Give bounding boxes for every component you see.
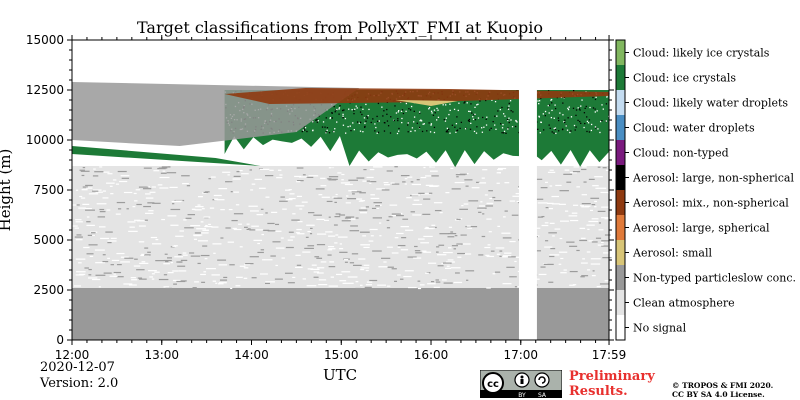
legend-swatch [616,315,625,340]
cc-by-sa-license-icon: cc BY SA [480,370,562,398]
x-tick-label: 17:59 [592,348,627,362]
legend-swatch [616,40,625,65]
legend-item: Aerosol: large, non-spherical [616,165,794,190]
legend-item: Cloud: ice crystals [616,65,736,90]
y-tick-label: 15000 [26,33,64,47]
date-label: 2020-12-07 [40,360,115,375]
y-axis: 0 2500 5000 7500 10000 12500 15000 [26,33,614,347]
legend-item: Cloud: non-typed [616,140,729,165]
legend-label: Aerosol: large, spherical [632,222,770,235]
class-region [518,40,537,340]
legend-label: Non-typed particleslow conc. [633,272,796,285]
legend-label: Cloud: ice crystals [633,72,736,85]
legend: Cloud: likely ice crystals Cloud: ice cry… [615,39,796,341]
legend-item: Aerosol: mix., non-spherical [616,190,789,215]
svg-text:cc: cc [487,379,499,390]
y-tick-label: 12500 [26,83,64,97]
legend-swatch [616,265,625,290]
legend-label: Aerosol: mix., non-spherical [632,197,789,210]
x-tick-label: 15:00 [324,348,359,362]
legend-swatch [616,290,625,315]
svg-text:BY: BY [518,392,526,398]
copyright-notice: © TROPOS & FMI 2020. CC BY SA 4.0 Licens… [672,381,773,399]
preliminary-line-1: Preliminary [569,369,655,384]
legend-swatch [616,165,625,190]
preliminary-results-note: Preliminary Results. [569,369,655,399]
legend-swatch [616,65,625,90]
x-axis: 12:00 13:00 14:00 15:00 16:00 17:00 17:59 [55,35,627,362]
legend-label: Cloud: likely water droplets [633,97,788,110]
legend-label: Clean atmosphere [633,297,735,310]
legend-label: Aerosol: large, non-spherical [632,172,794,185]
legend-label: Aerosol: small [632,247,712,260]
legend-item: Clean atmosphere [616,290,735,315]
chart-title: Target classifications from PollyXT_FMI … [137,18,543,37]
legend-label: Cloud: water droplets [633,122,755,135]
legend-item: Aerosol: small [616,240,712,265]
legend-label: Cloud: non-typed [633,147,729,160]
y-tick-label: 2500 [33,283,64,297]
y-tick-label: 7500 [33,183,64,197]
legend-swatch [616,90,625,115]
legend-swatch [616,140,625,165]
y-tick-label: 5000 [33,233,64,247]
legend-label: Cloud: likely ice crystals [633,47,770,60]
x-tick-label: 14:00 [234,348,269,362]
legend-item: Cloud: likely water droplets [616,90,788,115]
legend-swatch [616,115,625,140]
copyright-line-2: CC BY SA 4.0 License. [672,390,765,399]
legend-label: No signal [633,322,687,335]
x-tick-label: 12:00 [55,348,90,362]
x-axis-label: UTC [323,366,357,384]
legend-item: Aerosol: large, spherical [616,215,770,240]
version-label: Version: 2.0 [40,376,119,391]
y-tick-label: 10000 [26,133,64,147]
legend-swatch [616,215,625,240]
class-region [224,88,609,106]
plot-area [71,39,615,341]
legend-swatch [616,190,625,215]
x-tick-label: 13:00 [144,348,179,362]
y-axis-label: Height (m) [0,149,14,232]
legend-item: Non-typed particleslow conc. [616,265,796,290]
legend-item: No signal [616,315,687,340]
x-tick-label: 16:00 [414,348,449,362]
legend-item: Cloud: likely ice crystals [616,40,770,65]
legend-item: Cloud: water droplets [616,115,755,140]
svg-text:SA: SA [538,392,547,398]
preliminary-line-2: Results. [569,384,628,399]
legend-swatch [616,240,625,265]
x-tick-label: 17:00 [503,348,538,362]
y-tick-label: 0 [56,333,64,347]
copyright-line-1: © TROPOS & FMI 2020. [672,381,774,390]
